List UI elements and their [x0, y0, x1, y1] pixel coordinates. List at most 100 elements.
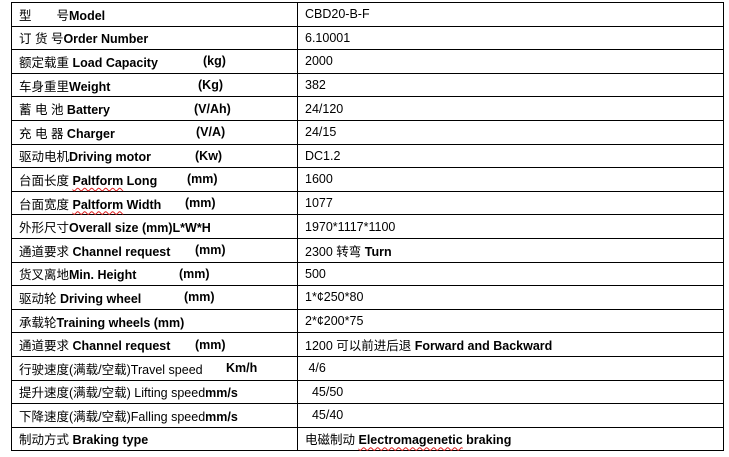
value-bold: braking [462, 433, 512, 448]
value-text: 24/120 [305, 101, 344, 116]
value-text: CBD20-B-F [305, 7, 370, 22]
label-unit: (mm) [184, 290, 215, 305]
label-zh: 台面宽度 [19, 197, 73, 212]
spec-label: 外形尺寸Overall size (mm)L*W*H [11, 214, 298, 239]
value-text: 1077 [305, 196, 333, 211]
spec-row: 订 货 号Order Number 6.10001 [11, 25, 724, 51]
spec-label: 型 号Model [11, 2, 298, 27]
spec-value: 24/15 [297, 119, 724, 145]
spec-value: 电磁制动 Electromagenetic braking [297, 426, 724, 452]
spec-label: 订 货 号Order Number [11, 25, 298, 51]
label-zh: 车身重里 [19, 79, 70, 94]
label-zh: 外形尺寸 [19, 221, 70, 236]
label-unit: (V/Ah) [194, 101, 231, 116]
label-en: Load Capacity [72, 55, 158, 70]
spec-row: 蓄 电 池 Battery (V/Ah) 24/120 [11, 96, 724, 121]
spec-value: 1*¢250*80 [297, 285, 724, 310]
spec-label: 货叉离地Min. Height (mm) [11, 261, 298, 287]
spec-label: 行驶速度(满载/空载)Travel speed Km/h [11, 355, 298, 381]
label-en: Long [123, 173, 158, 188]
value-bold: Forward and Backward [414, 339, 553, 354]
value-text: 1*¢250*80 [305, 290, 364, 305]
spec-value: 2300 转弯 Turn [297, 237, 724, 263]
label-zh: 驱动电机 [19, 150, 70, 165]
spec-value: 1200 可以前进后退 Forward and Backward [297, 332, 724, 357]
spec-row: 车身重里Weight (Kg) 382 [11, 72, 724, 98]
value-text: 45/50 [305, 384, 344, 399]
spec-row: 通道要求 Channel request (mm) 2300 转弯 Turn [11, 237, 724, 263]
label-zh: 下降速度(满载/空载)Falling speed [19, 409, 206, 424]
label-unit: Km/h [226, 361, 258, 376]
value-text: 500 [305, 266, 326, 281]
spec-label: 台面长度 Paltform Long (mm) [11, 167, 298, 192]
value-text: 45/40 [305, 408, 344, 423]
spec-label: 通道要求 Channel request (mm) [11, 332, 298, 357]
value-text: 1600 [305, 172, 333, 187]
spec-label: 台面宽度 Paltform Width (mm) [11, 190, 298, 216]
label-zh: 驱动轮 [19, 291, 60, 306]
spec-row: 货叉离地Min. Height (mm) 500 [11, 261, 724, 287]
spec-table: 型 号Model CBD20-B-F 订 货 号Order Number 6.1000… [11, 2, 724, 452]
label-en: Overall size (mm)L*W*H [69, 221, 211, 236]
spec-label: 额定载重 Load Capacity (kg) [11, 49, 298, 74]
label-zh: 充 电 器 [19, 126, 67, 141]
label-en: Channel request [72, 244, 171, 259]
value-text: 4/6 [305, 361, 326, 376]
label-unit: (Kg) [198, 78, 223, 93]
spec-value: 1077 [297, 190, 724, 216]
value-text: 2*¢200*75 [305, 314, 364, 329]
spec-row: 驱动电机Driving motor (Kw) DC1.2 [11, 143, 724, 169]
spec-row: 型 号Model CBD20-B-F [11, 2, 724, 27]
label-unit: (mm) [187, 172, 218, 187]
label-en: Min. Height [69, 268, 137, 283]
spec-value: 1600 [297, 167, 724, 192]
spec-label: 驱动电机Driving motor (Kw) [11, 143, 298, 169]
spec-label: 通道要求 Channel request (mm) [11, 237, 298, 263]
label-unit: (mm) [185, 196, 216, 211]
label-en-misspelled: Paltform [72, 173, 124, 188]
value-text: 电磁制动 [305, 433, 359, 448]
label-en: Model [69, 8, 106, 23]
value-text: 1200 可以前进后退 [305, 339, 415, 354]
label-zh: 提升速度(满载/空载) Lifting speed [19, 386, 206, 401]
spec-label: 承载轮Training wheels (mm) [11, 308, 298, 334]
spec-value: 45/40 [297, 403, 724, 428]
label-unit: (mm) [195, 243, 226, 258]
label-unit: (V/A) [196, 125, 226, 140]
label-en: Driving motor [69, 150, 151, 165]
value-misspelled: Electromagenetic [358, 433, 463, 448]
label-unit: (kg) [203, 54, 226, 69]
label-en: Weight [69, 79, 111, 94]
spec-value: 382 [297, 72, 724, 98]
label-zh: 通道要求 [19, 339, 73, 354]
spec-row: 行驶速度(满载/空载)Travel speed Km/h 4/6 [11, 355, 724, 381]
spec-row: 制动方式 Braking type 电磁制动 Electromagenetic b… [11, 426, 724, 452]
spec-value: 2*¢200*75 [297, 308, 724, 334]
spec-row: 充 电 器 Charger (V/A) 24/15 [11, 119, 724, 145]
label-zh: 额定载重 [19, 55, 73, 70]
label-en: mm/s [205, 409, 238, 424]
spec-row: 提升速度(满载/空载) Lifting speedmm/s 45/50 [11, 379, 724, 405]
label-zh: 台面长度 [19, 173, 73, 188]
value-text: 24/15 [305, 125, 337, 140]
spec-row: 额定载重 Load Capacity (kg) 2000 [11, 49, 724, 74]
label-en: Braking type [72, 433, 149, 448]
spec-value: CBD20-B-F [297, 2, 724, 27]
label-en: Channel request [72, 339, 171, 354]
spec-label: 提升速度(满载/空载) Lifting speedmm/s [11, 379, 298, 405]
label-zh: 制动方式 [19, 433, 73, 448]
spec-row: 台面宽度 Paltform Width (mm) 1077 [11, 190, 724, 216]
spec-value: 45/50 [297, 379, 724, 405]
label-zh: 型 号 [19, 8, 70, 23]
spec-value: 500 [297, 261, 724, 287]
label-zh: 货叉离地 [19, 268, 70, 283]
spec-value: 4/6 [297, 355, 724, 381]
label-en: Training wheels (mm) [56, 315, 185, 330]
label-zh: 行驶速度(满载/空载)Travel speed [19, 362, 203, 377]
label-unit: (mm) [195, 337, 226, 352]
spec-label: 制动方式 Braking type [11, 426, 298, 452]
spec-label: 车身重里Weight (Kg) [11, 72, 298, 98]
label-unit: (Kw) [195, 148, 223, 163]
spec-row: 驱动轮 Driving wheel (mm) 1*¢250*80 [11, 285, 724, 310]
value-text: 382 [305, 78, 326, 93]
